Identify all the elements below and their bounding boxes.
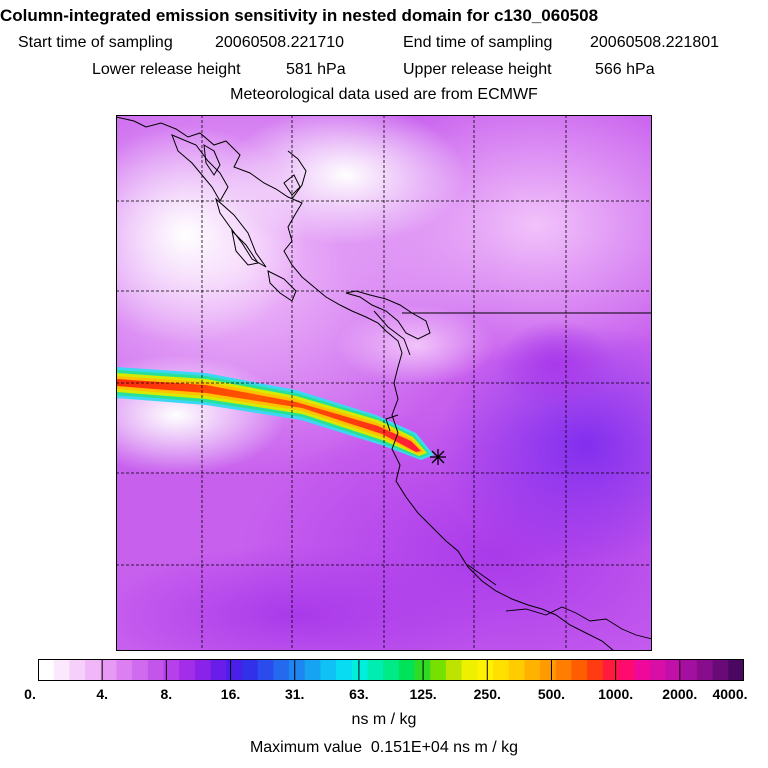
colorbar-units: ns m / kg	[351, 711, 417, 728]
colorbar-swatch	[492, 659, 510, 681]
colorbar	[38, 659, 745, 681]
colorbar-tick-label: 4.	[96, 686, 109, 702]
colorbar-swatch	[571, 659, 588, 681]
colorbar-tick-label: 63.	[349, 686, 369, 702]
colorbar-swatch	[398, 659, 416, 681]
colorbar-swatch	[445, 659, 463, 681]
lower-release-label: Lower release height	[92, 61, 241, 78]
colorbar-tick-label: 125.	[409, 686, 437, 702]
end-time-label: End time of sampling	[403, 34, 553, 51]
graticule	[116, 115, 652, 651]
colorbar-swatch	[351, 659, 369, 681]
plot-title: Column-integrated emission sensitivity i…	[0, 6, 599, 25]
upper-release-label: Upper release height	[403, 61, 552, 78]
colorbar-swatch	[163, 659, 180, 681]
colorbar-tick-label: 0.	[24, 686, 36, 702]
colorbar-swatch	[461, 659, 478, 681]
colorbar-swatch	[618, 659, 635, 681]
colorbar-swatch	[508, 659, 525, 681]
colorbar-swatch	[665, 659, 682, 681]
colorbar-swatch	[430, 659, 447, 681]
colorbar-swatch	[367, 659, 384, 681]
end-time-value: 20060508.221801	[590, 34, 720, 51]
colorbar-swatch	[132, 659, 149, 681]
political-borders	[402, 312, 652, 640]
receptor-star-icon	[430, 449, 446, 465]
colorbar-tick-label: 500.	[537, 686, 566, 702]
colorbar-swatch	[194, 659, 212, 681]
maximum-value: Maximum value 0.151E+04 ns m / kg	[0, 739, 768, 757]
colorbar-tick-label: 8.	[160, 686, 173, 702]
sensitivity-map	[116, 115, 652, 651]
colorbar-swatch	[602, 659, 620, 681]
colorbar-swatch	[179, 659, 196, 681]
colorbar-swatch	[273, 659, 290, 681]
map-frame	[116, 115, 652, 651]
upper-release-value: 566 hPa	[595, 61, 655, 78]
emission-plume	[116, 367, 434, 460]
colorbar-swatch	[336, 659, 353, 681]
colorbar-swatch	[147, 659, 165, 681]
colorbar-swatch	[210, 659, 227, 681]
colorbar-tick-label: 2000.	[662, 686, 698, 702]
colorbar-tick-label: 16.	[220, 686, 241, 702]
colorbar-swatch	[69, 659, 86, 681]
colorbar-swatch	[540, 659, 557, 681]
colorbar-swatch	[728, 659, 745, 681]
colorbar-swatch	[320, 659, 337, 681]
colorbar-swatch	[241, 659, 259, 681]
colorbar-swatch	[681, 659, 698, 681]
colorbar-swatch	[85, 659, 102, 681]
colorbar-swatch	[555, 659, 573, 681]
colorbar-swatch	[116, 659, 133, 681]
colorbar-swatch	[38, 659, 55, 681]
colorbar-tick-label: 31.	[284, 686, 305, 702]
colorbar-swatch	[226, 659, 243, 681]
colorbar-swatch	[289, 659, 306, 681]
colorbar-swatch	[712, 659, 729, 681]
colorbar-swatch	[524, 659, 541, 681]
start-time-label: Start time of sampling	[18, 34, 173, 51]
colorbar-swatch	[383, 659, 400, 681]
lower-release-value: 581 hPa	[286, 61, 346, 78]
colorbar-swatch	[53, 659, 70, 681]
colorbar-swatch	[696, 659, 714, 681]
maximum-value-label: Maximum value	[249, 739, 362, 756]
met-data-source: Meteorological data used are from ECMWF	[230, 86, 538, 103]
colorbar-swatch	[257, 659, 274, 681]
colorbar-swatch	[634, 659, 651, 681]
maximum-value-number: 0.151E+04 ns m / kg	[370, 739, 519, 756]
colorbar-swatch	[304, 659, 321, 681]
colorbar-swatch	[477, 659, 494, 681]
colorbar-tick-label: 1000.	[598, 686, 634, 702]
colorbar-tick-label: 4000.	[712, 686, 748, 702]
colorbar-swatch	[649, 659, 667, 681]
colorbar-frame	[38, 659, 744, 681]
colorbar-tick-label: 250.	[473, 686, 501, 702]
colorbar-swatch	[100, 659, 118, 681]
start-time-value: 20060508.221710	[215, 34, 345, 51]
colorbar-swatch	[587, 659, 604, 681]
